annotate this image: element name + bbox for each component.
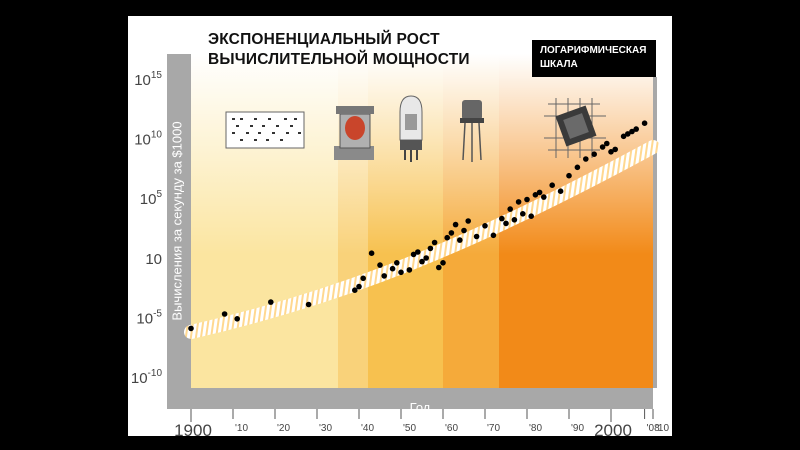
era-icons-layer (225, 95, 606, 162)
frame-bottom (167, 388, 653, 409)
chart-title: ЭКСПОНЕНЦИАЛЬНЫЙ РОСТ ВЫЧИСЛИТЕЛЬНОЙ МОЩ… (208, 30, 470, 70)
data-point-48 (591, 151, 597, 157)
data-points-layer (188, 120, 648, 332)
data-point-10 (381, 273, 388, 279)
data-point-4 (305, 301, 312, 308)
data-point-28 (465, 218, 472, 224)
x-tick-label-12: '10 (656, 423, 669, 434)
data-point-36 (515, 199, 522, 205)
x-tick-label-2: '20 (277, 423, 290, 434)
data-point-24 (448, 230, 455, 236)
badge-line-2: ШКАЛА (540, 59, 578, 70)
x-axis-label: Год (409, 400, 431, 415)
data-point-2 (234, 316, 240, 322)
data-point-11 (389, 265, 396, 272)
data-point-13 (398, 269, 404, 276)
x-tick-label-1: '10 (235, 423, 248, 434)
data-point-31 (490, 232, 497, 239)
data-point-5 (352, 287, 358, 294)
data-point-7 (360, 275, 367, 282)
data-point-14 (406, 267, 413, 273)
data-point-56 (633, 126, 639, 132)
x-tick-label-9: '90 (571, 423, 584, 434)
data-point-6 (356, 283, 362, 290)
data-point-32 (499, 215, 505, 222)
data-point-43 (549, 182, 555, 188)
data-point-15 (410, 251, 417, 258)
badge-line-1: ЛОГАРИФМИЧЕСКАЯ (540, 45, 647, 56)
y-tick-label-3: 105 (140, 189, 163, 208)
x-tick-label-5: '50 (403, 423, 416, 434)
data-point-33 (503, 220, 509, 227)
title-line-1: ЭКСПОНЕНЦИАЛЬНЫЙ РОСТ (208, 31, 440, 48)
data-point-47 (583, 156, 589, 162)
x-tick-label-10: 2000 (594, 421, 632, 440)
data-point-49 (599, 144, 606, 150)
data-point-35 (511, 217, 518, 223)
data-point-12 (394, 260, 400, 266)
data-point-8 (368, 250, 375, 256)
transistor-icon (460, 100, 484, 162)
data-point-16 (415, 249, 421, 255)
data-point-22 (440, 260, 446, 266)
data-point-39 (528, 213, 534, 219)
y-tick-label-4: 1010 (134, 130, 162, 149)
trend-band (184, 140, 660, 339)
data-point-42 (541, 194, 547, 200)
y-tick-label-1: 10-5 (136, 308, 162, 327)
x-tick-label-8: '80 (529, 423, 542, 434)
y-axis-label: Вычисления за секунду за $1000 (169, 121, 185, 321)
integrated-circuit-icon (544, 98, 606, 158)
data-point-40 (532, 192, 539, 198)
data-point-54 (625, 131, 631, 137)
data-point-30 (482, 223, 488, 229)
data-point-34 (507, 206, 513, 212)
data-point-19 (427, 245, 434, 252)
frame-right (653, 77, 657, 388)
data-point-21 (436, 264, 442, 271)
data-point-57 (641, 120, 648, 126)
y-tick-label-5: 1015 (134, 70, 162, 89)
title-line-2: ВЫЧИСЛИТЕЛЬНОЙ МОЩНОСТИ (208, 51, 470, 68)
data-point-25 (452, 221, 459, 228)
data-point-17 (419, 258, 425, 265)
data-point-18 (423, 255, 430, 261)
y-tick-label-2: 10 (145, 251, 162, 268)
data-point-38 (524, 196, 530, 203)
data-point-3 (268, 299, 274, 305)
x-tick-label-6: '60 (445, 423, 458, 434)
x-tick-label-11: '08 (647, 423, 660, 434)
data-point-55 (629, 128, 635, 135)
data-point-0 (188, 325, 194, 332)
data-point-45 (566, 172, 572, 179)
y-ticks-layer: 10-10 10-5 10 105 1010 1015 (131, 70, 163, 387)
x-tick-label-4: '40 (361, 423, 374, 434)
data-point-53 (620, 133, 627, 140)
data-point-29 (473, 233, 480, 240)
data-point-52 (612, 146, 618, 153)
data-point-37 (520, 211, 526, 217)
y-tick-label-0: 10-10 (131, 368, 163, 387)
x-tick-label-3: '30 (319, 423, 332, 434)
data-point-9 (377, 262, 383, 268)
x-ticks-layer: 1900'10'20'30'40'50'60'70'80'90 2000'08'1… (174, 409, 669, 440)
data-point-50 (604, 140, 610, 147)
punch-card-icon (225, 111, 305, 149)
data-point-27 (461, 227, 467, 234)
log-scale-badge: ЛОГАРИФМИЧЕСКАЯ ШКАЛА (532, 40, 656, 77)
vacuum-tube-icon (399, 95, 423, 162)
data-point-44 (557, 188, 564, 194)
data-point-51 (608, 149, 614, 155)
data-point-26 (457, 237, 463, 243)
data-point-41 (536, 189, 543, 196)
relay-icon (334, 106, 374, 160)
data-point-46 (574, 164, 581, 171)
data-point-1 (221, 311, 228, 317)
data-point-20 (431, 239, 438, 246)
x-tick-label-7: '70 (487, 423, 500, 434)
x-tick-label-0: 1900 (174, 421, 212, 440)
data-point-23 (444, 234, 451, 241)
